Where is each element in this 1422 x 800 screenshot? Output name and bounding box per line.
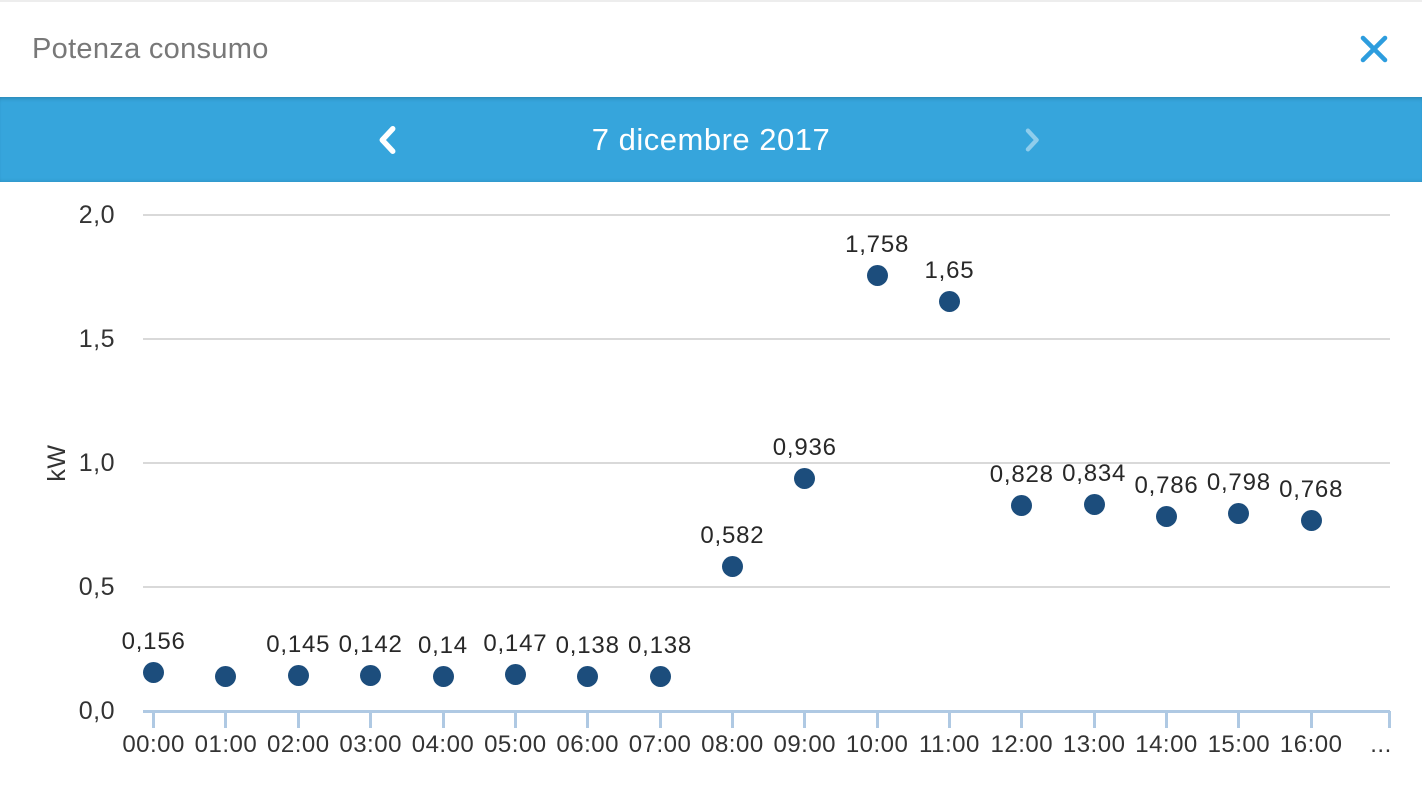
data-point[interactable] <box>1156 505 1177 527</box>
chevron-right-icon <box>1025 128 1039 151</box>
x-axis-tick <box>586 711 590 728</box>
data-point-label: 0,14 <box>418 631 468 659</box>
x-tick-label: 09:00 <box>773 731 837 758</box>
x-axis-tick <box>875 711 879 728</box>
data-point[interactable] <box>215 665 237 687</box>
close-button[interactable] <box>1351 26 1397 72</box>
x-tick-label: 12:00 <box>990 731 1054 758</box>
data-point-label: 0,786 <box>1134 471 1199 499</box>
x-tick-label: 16:00 <box>1279 731 1343 758</box>
data-point[interactable] <box>721 556 743 578</box>
x-tick-label: 14:00 <box>1135 731 1198 758</box>
x-axis-tick <box>296 711 300 728</box>
x-axis-tick <box>1309 711 1313 728</box>
data-point[interactable] <box>1300 510 1322 532</box>
x-axis-tick <box>224 711 228 728</box>
data-point-label: 1,65 <box>924 257 975 285</box>
x-axis-tick <box>947 711 951 728</box>
x-axis-tick <box>152 711 156 728</box>
x-axis-line <box>143 710 1390 713</box>
data-point[interactable] <box>504 664 526 686</box>
data-point-label: 0,138 <box>555 632 620 660</box>
data-point[interactable] <box>649 666 671 688</box>
gridline <box>143 214 1390 216</box>
date-nav-bar: 7 dicembre 2017 <box>0 97 1422 182</box>
x-tick-label: 08:00 <box>701 731 764 758</box>
x-tick-label: 11:00 <box>919 731 980 758</box>
x-tick-label: 07:00 <box>628 731 692 758</box>
x-axis-tick <box>658 711 662 728</box>
x-axis-end-tick <box>1387 711 1391 728</box>
gridline <box>143 462 1390 464</box>
x-tick-label: 04:00 <box>411 731 475 758</box>
gridline <box>143 338 1390 340</box>
x-tick-label: 10:00 <box>845 731 909 758</box>
data-point-label: 0,834 <box>1062 459 1127 487</box>
data-point-label: 0,936 <box>772 434 837 462</box>
data-point[interactable] <box>1228 502 1250 524</box>
previous-day-button[interactable] <box>366 117 412 163</box>
data-point-label: 0,138 <box>628 632 693 660</box>
data-point[interactable] <box>866 264 888 286</box>
x-tick-label: 01:00 <box>194 731 258 758</box>
data-point[interactable] <box>432 665 454 687</box>
y-tick-label: 2,0 <box>78 201 115 229</box>
x-tick-label: 02:00 <box>267 731 330 758</box>
date-label: 7 dicembre 2017 <box>591 121 831 157</box>
x-tick-label: 03:00 <box>339 731 402 758</box>
y-tick-label: 0,0 <box>78 697 115 725</box>
data-point-label: 0,142 <box>338 631 403 659</box>
x-axis-tick <box>441 711 445 728</box>
data-point[interactable] <box>287 664 309 686</box>
data-point[interactable] <box>938 291 960 313</box>
x-tick-label: 15:00 <box>1207 731 1271 758</box>
y-tick-label: 1,0 <box>78 449 115 477</box>
data-point[interactable] <box>1083 493 1105 515</box>
chevron-left-icon <box>379 125 396 154</box>
data-point-label: 0,156 <box>121 627 186 655</box>
close-icon <box>1360 35 1388 63</box>
data-point-label: 1,758 <box>845 230 910 258</box>
data-point[interactable] <box>143 661 165 683</box>
power-consumption-chart: kW 2,0 1,5 1,0 0,5 0,0 00:00 01:00 02:00 03:00 04… <box>0 182 1422 800</box>
page-title: Potenza consumo <box>32 33 269 65</box>
data-point[interactable] <box>360 665 382 687</box>
y-tick-label: 0,5 <box>78 573 115 601</box>
x-axis-tick <box>730 711 734 728</box>
x-axis-tick <box>803 711 807 728</box>
x-axis-overflow-label: ... <box>1370 731 1392 758</box>
x-axis-tick <box>513 711 517 728</box>
x-axis-tick <box>1020 711 1024 728</box>
x-axis-tick <box>369 711 373 728</box>
x-tick-label: 05:00 <box>484 731 547 758</box>
data-point[interactable] <box>1011 495 1033 517</box>
data-point-label: 0,768 <box>1279 476 1344 504</box>
x-axis-tick <box>1165 711 1168 728</box>
gridline <box>143 586 1390 588</box>
x-tick-label: 00:00 <box>122 731 185 758</box>
data-point[interactable] <box>794 468 816 490</box>
y-tick-label: 1,5 <box>78 325 115 353</box>
x-tick-label: 06:00 <box>556 731 619 758</box>
data-point-label: 0,147 <box>483 630 548 658</box>
dialog-header: Potenza consumo <box>0 0 1422 97</box>
data-point-label: 0,798 <box>1206 468 1271 496</box>
data-point-label: 0,582 <box>700 522 765 550</box>
x-axis-tick <box>1237 711 1241 728</box>
next-day-button[interactable] <box>1008 117 1054 163</box>
x-axis-tick <box>1092 711 1096 728</box>
data-point-label: 0,145 <box>266 630 331 658</box>
data-point-label: 0,828 <box>989 461 1054 489</box>
data-point[interactable] <box>577 666 599 688</box>
x-tick-label: 13:00 <box>1062 731 1126 758</box>
